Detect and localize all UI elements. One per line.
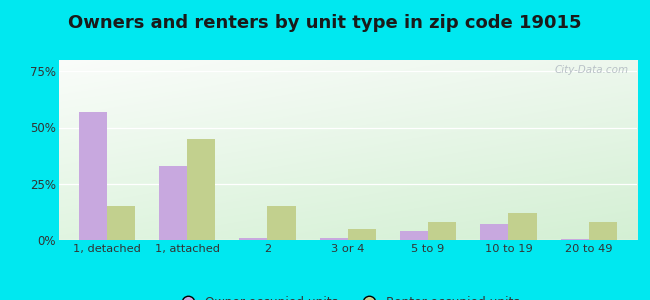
Legend: Owner occupied units, Renter occupied units: Owner occupied units, Renter occupied un… xyxy=(171,291,525,300)
Bar xyxy=(400,231,428,240)
Bar xyxy=(508,213,536,240)
Bar xyxy=(428,222,456,240)
Bar xyxy=(561,239,589,240)
Bar xyxy=(348,229,376,240)
Text: Owners and renters by unit type in zip code 19015: Owners and renters by unit type in zip c… xyxy=(68,14,582,32)
Bar xyxy=(79,112,107,240)
Bar xyxy=(187,139,215,240)
Bar xyxy=(589,222,617,240)
Bar xyxy=(267,206,296,240)
Text: City-Data.com: City-Data.com xyxy=(554,65,629,75)
Bar xyxy=(159,166,187,240)
Bar xyxy=(480,224,508,240)
Bar xyxy=(320,238,348,240)
Bar xyxy=(239,238,267,240)
Bar xyxy=(107,206,135,240)
